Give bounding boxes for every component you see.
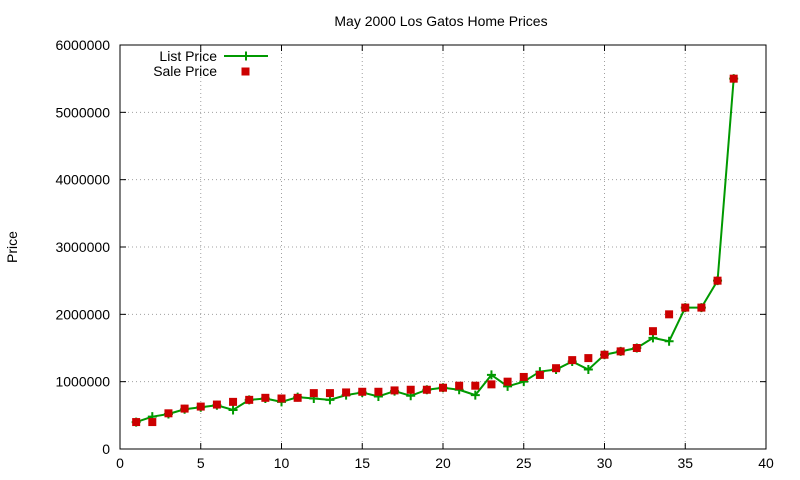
data-point-sale-price xyxy=(229,397,238,406)
data-point-sale-price xyxy=(632,344,641,352)
data-point-sale-price xyxy=(390,386,399,395)
data-point-sale-price xyxy=(245,395,254,404)
legend: List Price Sale Price xyxy=(153,48,268,79)
data-point-sale-price xyxy=(648,327,657,336)
y-tick-label: 5000000 xyxy=(55,104,110,120)
data-point-sale-price xyxy=(180,404,189,413)
data-point-sale-price xyxy=(439,383,447,392)
data-point-sale-price xyxy=(325,389,334,398)
data-point-sale-price xyxy=(455,381,464,390)
y-tick-label: 3000000 xyxy=(55,239,110,255)
data-point-sale-price xyxy=(697,303,706,312)
data-point-sale-price xyxy=(342,388,351,397)
series-sale-price xyxy=(132,74,738,427)
data-point-sale-price xyxy=(600,350,609,359)
data-point-sale-price xyxy=(568,356,577,365)
x-tick-label: 0 xyxy=(116,455,124,471)
data-point-sale-price xyxy=(164,409,173,418)
y-tick-label: 1000000 xyxy=(55,374,110,390)
data-point-sale-price xyxy=(471,381,480,390)
data-point-sale-price xyxy=(293,393,302,402)
y-axis-label: Price xyxy=(4,231,20,263)
data-point-sale-price xyxy=(503,377,512,386)
y-tick-label: 4000000 xyxy=(55,172,110,188)
x-tick-label: 40 xyxy=(758,455,774,471)
data-point-sale-price xyxy=(277,394,286,403)
data-point-sale-price xyxy=(616,347,625,356)
data-point-sale-price xyxy=(729,74,738,83)
x-tick-label: 35 xyxy=(677,455,693,471)
series-layer xyxy=(131,74,739,427)
data-point-sale-price xyxy=(212,400,221,409)
y-tick-label: 0 xyxy=(102,441,110,457)
legend-label-list-price: List Price xyxy=(159,48,217,64)
data-point-list-price xyxy=(486,370,496,380)
data-point-list-price xyxy=(228,405,238,415)
chart-title: May 2000 Los Gatos Home Prices xyxy=(334,13,547,29)
x-tick-label: 15 xyxy=(354,455,370,471)
data-point-sale-price xyxy=(681,303,690,312)
x-tick-label: 25 xyxy=(516,455,532,471)
data-point-sale-price xyxy=(487,380,496,389)
data-point-list-price xyxy=(664,336,674,346)
legend-marker-sale-price xyxy=(241,67,250,76)
y-tick-label: 2000000 xyxy=(55,306,110,322)
x-tick-label: 5 xyxy=(197,455,205,471)
legend-marker-list-price xyxy=(241,51,251,61)
x-tick-label: 10 xyxy=(274,455,290,471)
data-point-sale-price xyxy=(552,364,561,373)
data-point-list-price xyxy=(470,390,480,400)
data-point-list-price xyxy=(583,365,593,375)
data-point-sale-price xyxy=(132,418,141,427)
data-point-sale-price xyxy=(713,276,722,285)
axis-ticks: 0 5 10 15 20 25 30 35 40 0 1000000 2000000 3000000 40… xyxy=(55,37,774,471)
x-tick-label: 20 xyxy=(435,455,451,471)
data-point-sale-price xyxy=(196,402,205,411)
data-point-sale-price xyxy=(535,370,544,379)
data-point-sale-price xyxy=(148,418,157,427)
data-point-sale-price xyxy=(309,389,318,398)
data-point-sale-price xyxy=(665,310,674,319)
data-point-sale-price xyxy=(374,387,383,396)
data-point-sale-price xyxy=(406,385,415,394)
data-point-sale-price xyxy=(584,354,593,363)
x-tick-label: 30 xyxy=(597,455,613,471)
data-point-sale-price xyxy=(422,385,431,394)
y-tick-label: 6000000 xyxy=(55,37,110,53)
data-point-sale-price xyxy=(261,393,270,402)
legend-label-sale-price: Sale Price xyxy=(153,63,217,79)
data-point-sale-price xyxy=(358,387,367,396)
data-point-sale-price xyxy=(519,372,528,381)
